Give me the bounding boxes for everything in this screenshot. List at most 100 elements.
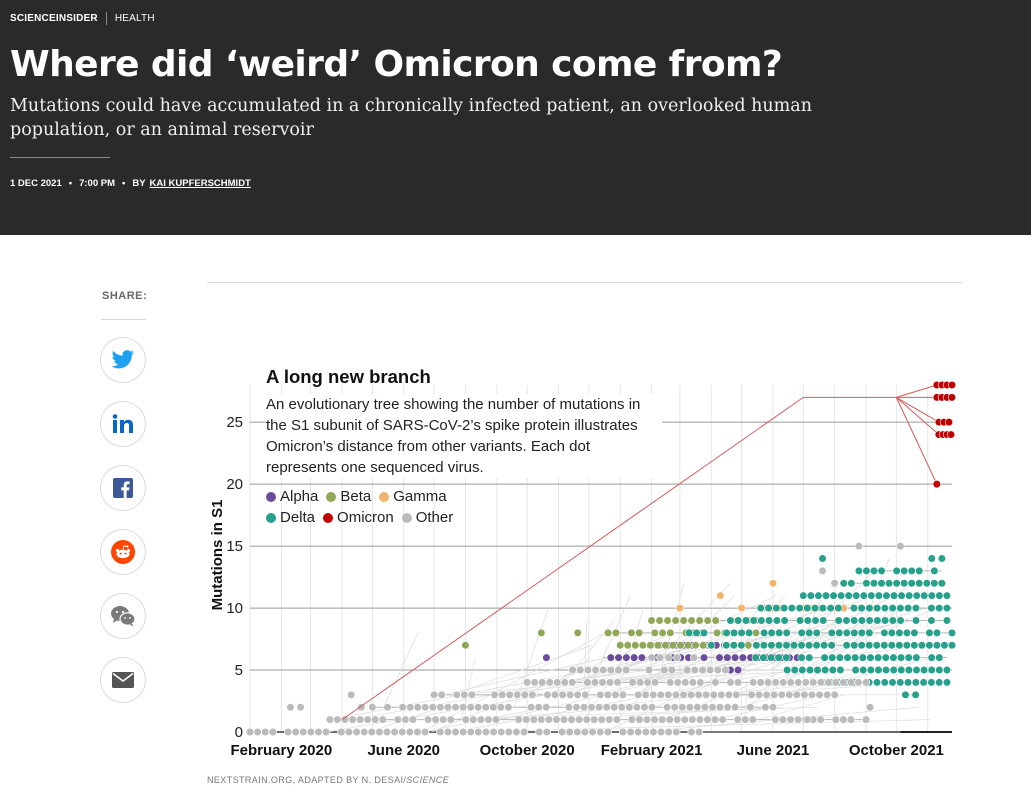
- legend-label: Alpha: [280, 488, 319, 505]
- dot-other: [538, 678, 547, 687]
- legend-swatch: [323, 512, 334, 523]
- dot-other: [299, 727, 308, 737]
- dot-other: [688, 678, 697, 687]
- dot-other: [580, 727, 590, 737]
- dot-other: [348, 715, 357, 724]
- dot-other: [566, 690, 575, 699]
- dot-delta: [737, 641, 746, 650]
- article-header: SCIENCEINSIDER HEALTH Where did ‘weird’ …: [0, 0, 1031, 235]
- dot-delta: [873, 603, 882, 613]
- dot-other: [689, 653, 699, 662]
- dot-delta: [820, 653, 829, 662]
- dot-other: [794, 678, 803, 687]
- dot-other: [490, 690, 499, 699]
- dot-delta: [707, 641, 716, 650]
- category-link[interactable]: HEALTH: [114, 13, 155, 24]
- tree-branch: [383, 632, 419, 708]
- dot-other: [613, 678, 622, 687]
- dot-delta: [790, 665, 799, 675]
- legend-row: Delta Omicron Other: [266, 507, 461, 528]
- dot-other: [756, 678, 765, 687]
- share-reddit-button[interactable]: [100, 529, 146, 575]
- dot-delta: [737, 628, 746, 637]
- dot-other: [839, 715, 848, 724]
- share-linkedin-button[interactable]: [100, 401, 146, 447]
- dot-other: [458, 703, 468, 712]
- dot-delta: [722, 628, 731, 637]
- dot-other: [626, 727, 635, 737]
- dot-other: [375, 727, 384, 737]
- dot-other: [649, 690, 658, 699]
- dot-alpha: [637, 653, 646, 662]
- section-link[interactable]: SCIENCEINSIDER: [10, 13, 98, 24]
- dot-other: [702, 690, 711, 699]
- dot-other: [636, 678, 645, 687]
- dot-beta: [668, 641, 678, 650]
- dot-delta: [729, 641, 738, 650]
- share-facebook-button[interactable]: [100, 465, 146, 511]
- dot-alpha: [622, 653, 631, 662]
- dot-other: [732, 690, 741, 699]
- dot-other: [717, 690, 726, 699]
- dot-other: [754, 690, 764, 699]
- dot-delta: [805, 665, 815, 675]
- dot-other: [768, 703, 778, 712]
- dot-delta: [895, 641, 904, 650]
- dot-delta: [925, 641, 934, 650]
- omicron-branch: [895, 397, 938, 485]
- dot-omicron: [946, 430, 956, 439]
- dot-delta: [692, 628, 701, 637]
- tree-branch: [513, 607, 549, 708]
- dot-other: [764, 678, 773, 687]
- dot-other: [761, 703, 770, 712]
- dot-other: [643, 678, 652, 687]
- dot-delta: [765, 616, 774, 625]
- dot-delta: [780, 616, 789, 625]
- dot-other: [573, 727, 582, 737]
- twitter-icon: [111, 350, 134, 369]
- dot-other: [460, 690, 469, 699]
- dot-other: [785, 690, 794, 699]
- legend-label: Delta: [280, 509, 316, 526]
- dot-other: [512, 727, 521, 737]
- dot-delta: [902, 641, 911, 650]
- dot-other: [347, 690, 356, 699]
- dot-other: [807, 690, 817, 699]
- dot-other: [481, 727, 491, 737]
- dot-delta: [767, 628, 776, 637]
- author-link[interactable]: KAI KUPFERSCHMIDT: [149, 178, 251, 189]
- dot-other: [567, 715, 576, 724]
- dot-beta: [573, 628, 582, 637]
- dot-gamma: [768, 579, 778, 588]
- share-wechat-button[interactable]: [100, 593, 146, 639]
- dot-other: [505, 690, 514, 699]
- tree-branch: [740, 669, 868, 708]
- dot-delta: [821, 665, 830, 675]
- breadcrumb-divider: [105, 12, 107, 25]
- dot-other: [401, 715, 410, 724]
- dot-delta: [847, 579, 856, 588]
- x-tick-label: October 2021: [849, 742, 944, 759]
- dot-other: [595, 703, 604, 712]
- dot-delta: [900, 566, 909, 575]
- dot-other: [428, 703, 437, 712]
- dot-delta: [904, 603, 913, 613]
- dot-beta: [666, 628, 675, 637]
- tree-branch: [586, 595, 631, 695]
- share-twitter-button[interactable]: [100, 337, 146, 383]
- dot-delta: [821, 591, 831, 600]
- dot-delta: [837, 591, 846, 600]
- share-email-button[interactable]: [100, 657, 146, 703]
- dot-other: [535, 727, 544, 737]
- article-dek: Mutations could have accumulated in a ch…: [10, 96, 812, 140]
- dot-delta: [782, 628, 791, 637]
- dot-delta: [857, 628, 866, 637]
- facebook-icon: [113, 478, 133, 498]
- dot-gamma: [675, 603, 684, 613]
- dot-other: [476, 715, 486, 724]
- dot-delta: [942, 616, 952, 625]
- dot-delta: [907, 579, 916, 588]
- byline-by: BY: [132, 178, 146, 189]
- dot-other: [777, 690, 786, 699]
- dot-other: [459, 727, 468, 737]
